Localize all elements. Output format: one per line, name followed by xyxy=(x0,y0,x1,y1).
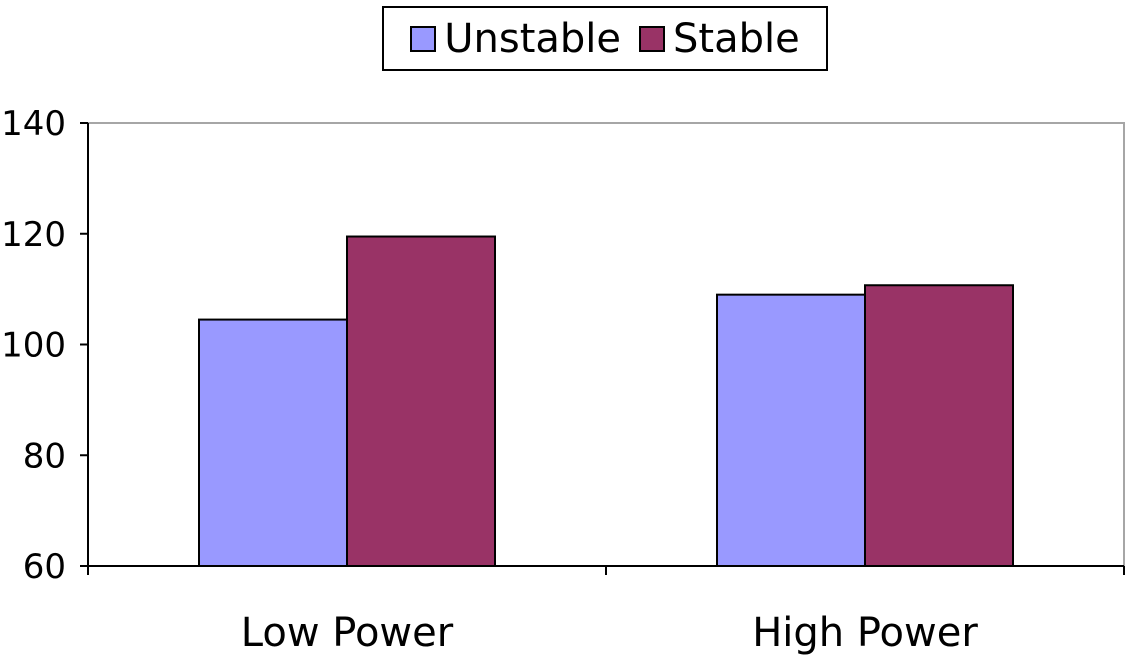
legend-label-unstable: Unstable xyxy=(444,15,622,62)
y-tick-label-4: 140 xyxy=(1,104,66,144)
bar-stable-high-power xyxy=(864,284,1014,567)
bar-unstable-high-power xyxy=(716,293,866,567)
x-tick-label-0: Low Power xyxy=(241,610,454,656)
legend-item-unstable: Unstable xyxy=(410,19,621,59)
y-tick-label-0: 60 xyxy=(23,547,66,587)
x-tick-label-1: High Power xyxy=(752,610,978,656)
legend-item-stable: Stable xyxy=(639,19,800,59)
bar-stable-low-power xyxy=(346,235,496,568)
y-tick-label-3: 120 xyxy=(1,215,66,255)
legend-swatch-stable xyxy=(639,25,666,52)
legend-label-stable: Stable xyxy=(673,15,800,62)
y-tick-label-2: 100 xyxy=(1,326,66,366)
bar-unstable-low-power xyxy=(198,318,348,567)
y-tick-label-1: 80 xyxy=(23,436,66,476)
legend-swatch-unstable xyxy=(410,25,437,52)
legend: Unstable Stable xyxy=(382,6,828,71)
